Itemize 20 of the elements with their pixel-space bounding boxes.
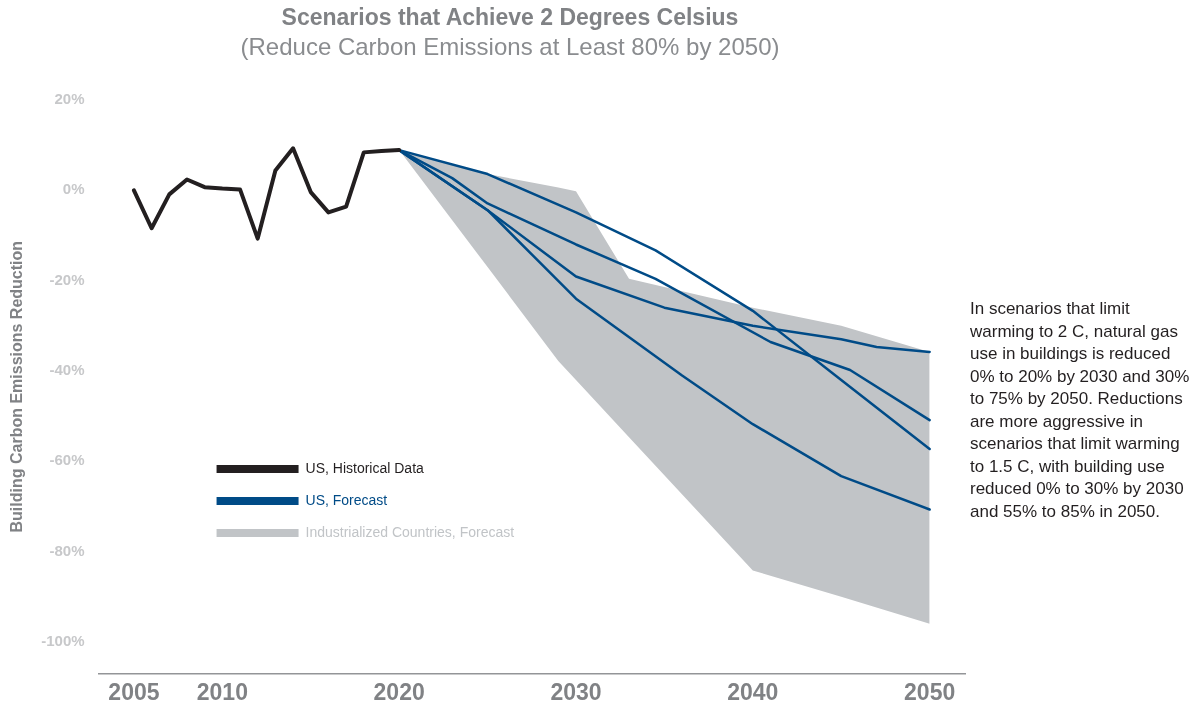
chart-subtitle: (Reduce Carbon Emissions at Least 80% by 2050) — [239, 32, 781, 62]
text: US, Forecast — [305, 491, 388, 508]
y-tick-label: -80% — [49, 541, 85, 559]
x-tick-label: 2020 — [373, 678, 425, 705]
x-tick-label: 2050 — [904, 678, 956, 705]
x-tick-label: 2010 — [196, 678, 248, 705]
y-tick-label: 0% — [62, 180, 85, 198]
text: US, Historical Data — [305, 459, 425, 476]
x-tick-label: 2030 — [550, 678, 602, 705]
x-tick-label: 2005 — [108, 678, 160, 705]
legend-label: Industrialized Countries, Forecast — [305, 523, 515, 540]
y-tick-label: -40% — [49, 361, 85, 379]
y-tick-label: 20% — [54, 90, 85, 108]
y-tick-label: -100% — [41, 631, 85, 649]
y-tick-label: -20% — [49, 270, 85, 288]
y-axis-title: Building Carbon Emissions Reduction — [8, 240, 26, 533]
text: In scenarios that limit warming to 2 C, natural gas use in buildings is reduced 0% to 20% by 2030 and 30% to 75% by 2050. Reductions are more aggressive in scenarios that limit warming to 1.5 C, with building use reduced 0% to 30% by 2030 and 55% to 85% in 2050. — [970, 299, 1190, 521]
y-tick-label: -60% — [49, 451, 85, 469]
chart-title: Scenarios that Achieve 2 Degrees Celsius — [280, 3, 740, 32]
x-tick-label: 2040 — [727, 678, 779, 705]
